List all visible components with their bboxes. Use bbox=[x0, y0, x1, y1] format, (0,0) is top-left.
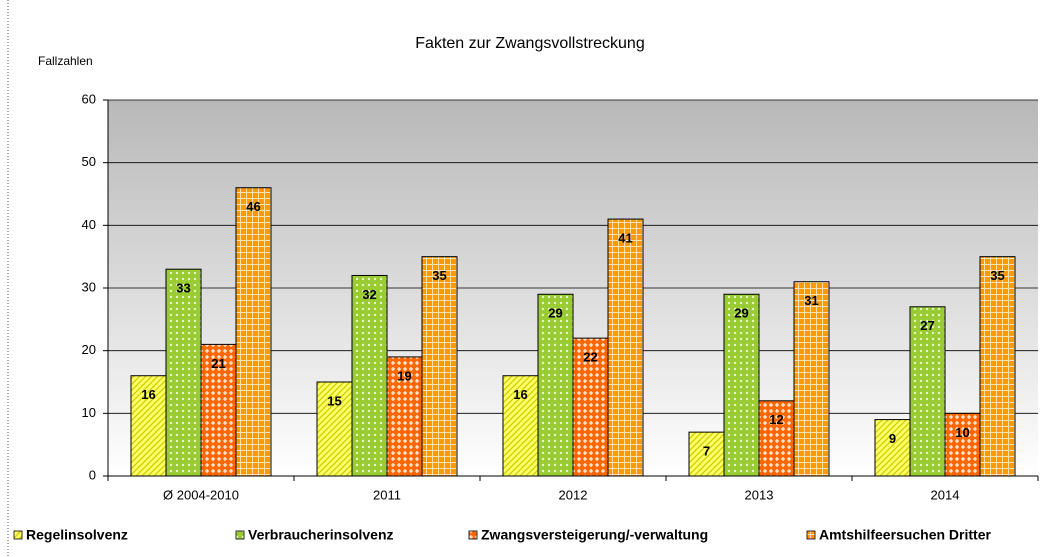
legend-swatch bbox=[806, 530, 816, 540]
y-tick-label: 40 bbox=[82, 217, 96, 232]
data-label: 9 bbox=[889, 431, 896, 446]
bar bbox=[235, 187, 272, 477]
data-label: 46 bbox=[246, 199, 260, 214]
chart-title: Fakten zur Zwangsvollstreckung bbox=[415, 35, 644, 52]
legend-swatch bbox=[468, 530, 478, 540]
bar bbox=[130, 375, 167, 477]
x-tick-label: 2011 bbox=[373, 487, 401, 502]
y-tick-label: 30 bbox=[82, 279, 96, 294]
data-label: 16 bbox=[513, 387, 527, 402]
x-tick-label: Ø 2004-2010 bbox=[163, 487, 239, 502]
data-label: 31 bbox=[804, 293, 818, 308]
bar bbox=[165, 268, 202, 477]
x-tick-label: 2014 bbox=[931, 487, 960, 502]
x-tick-label: 2013 bbox=[745, 487, 774, 502]
data-label: 27 bbox=[920, 318, 934, 333]
data-label: 35 bbox=[432, 268, 446, 283]
bar bbox=[944, 412, 981, 477]
y-tick-label: 50 bbox=[82, 154, 96, 169]
data-label: 10 bbox=[955, 425, 969, 440]
y-tick-label: 0 bbox=[89, 467, 96, 482]
x-tick-label: 2012 bbox=[559, 487, 588, 502]
data-label: 35 bbox=[990, 268, 1004, 283]
legend-swatch bbox=[13, 530, 23, 540]
y-axis-label: Fallzahlen bbox=[38, 54, 93, 68]
data-label: 29 bbox=[734, 306, 748, 321]
data-label: 19 bbox=[397, 368, 411, 383]
data-label: 32 bbox=[362, 287, 376, 302]
bar bbox=[386, 356, 423, 477]
bar bbox=[909, 306, 946, 477]
bar bbox=[502, 375, 539, 477]
bar bbox=[537, 293, 574, 477]
data-label: 33 bbox=[176, 281, 190, 296]
bar bbox=[979, 256, 1016, 477]
y-tick-label: 10 bbox=[82, 405, 96, 420]
data-label: 16 bbox=[141, 387, 155, 402]
legend-label: Amtshilfeersuchen Dritter bbox=[819, 527, 991, 543]
bar bbox=[351, 274, 388, 477]
bar bbox=[607, 218, 644, 477]
y-tick-label: 60 bbox=[82, 91, 96, 106]
bar bbox=[421, 256, 458, 477]
bar bbox=[200, 343, 237, 477]
bar bbox=[793, 281, 830, 477]
bar bbox=[572, 337, 609, 477]
y-tick-label: 20 bbox=[82, 342, 96, 357]
bar bbox=[316, 381, 353, 477]
data-label: 22 bbox=[583, 350, 597, 365]
data-label: 15 bbox=[327, 393, 341, 408]
data-label: 12 bbox=[769, 412, 783, 427]
data-label: 7 bbox=[703, 444, 710, 459]
data-label: 21 bbox=[211, 356, 225, 371]
legend-label: Regelinsolvenz bbox=[26, 527, 128, 543]
bar bbox=[723, 293, 760, 477]
legend-swatch bbox=[235, 530, 245, 540]
bar bbox=[688, 431, 725, 477]
data-label: 29 bbox=[548, 306, 562, 321]
data-label: 41 bbox=[618, 231, 632, 246]
legend-label: Zwangsversteigerung/-verwaltung bbox=[481, 527, 708, 543]
legend-label: Verbraucherinsolvenz bbox=[248, 527, 394, 543]
bar bbox=[874, 419, 911, 477]
bar bbox=[758, 400, 795, 477]
